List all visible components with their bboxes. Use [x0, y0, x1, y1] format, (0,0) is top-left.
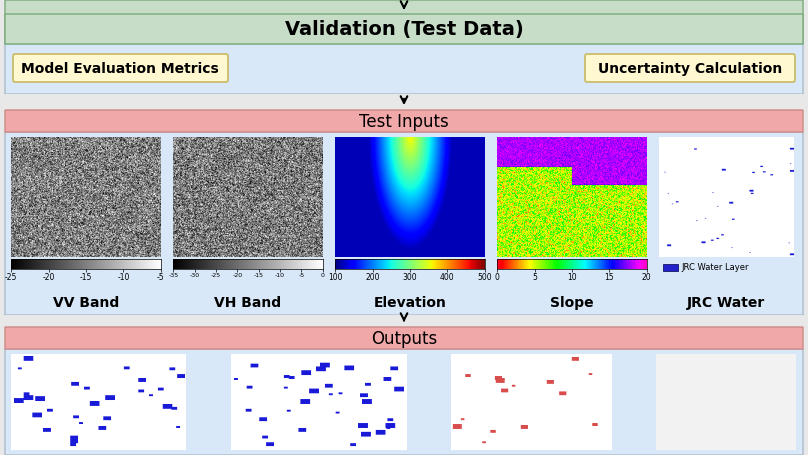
Text: Test Inputs: Test Inputs	[359, 113, 449, 131]
Text: Model Evaluation Metrics: Model Evaluation Metrics	[21, 62, 219, 76]
Text: Elevation: Elevation	[373, 296, 447, 310]
Text: JRC Water: JRC Water	[687, 296, 765, 310]
Text: VV Band: VV Band	[53, 296, 119, 310]
Text: Outputs: Outputs	[371, 330, 437, 348]
FancyBboxPatch shape	[5, 110, 803, 132]
FancyBboxPatch shape	[5, 315, 803, 327]
FancyBboxPatch shape	[585, 54, 795, 82]
Text: VH Band: VH Band	[214, 296, 281, 310]
FancyBboxPatch shape	[5, 94, 803, 110]
FancyBboxPatch shape	[13, 54, 228, 82]
FancyBboxPatch shape	[5, 349, 803, 455]
Text: Uncertainty Calculation: Uncertainty Calculation	[598, 62, 782, 76]
FancyBboxPatch shape	[5, 0, 803, 44]
Legend: JRC Water Layer: JRC Water Layer	[663, 263, 749, 273]
FancyBboxPatch shape	[5, 14, 803, 44]
FancyBboxPatch shape	[5, 327, 803, 349]
FancyBboxPatch shape	[5, 132, 803, 315]
FancyBboxPatch shape	[5, 44, 803, 94]
Text: Validation (Test Data): Validation (Test Data)	[284, 20, 524, 40]
Text: Slope: Slope	[550, 296, 594, 310]
